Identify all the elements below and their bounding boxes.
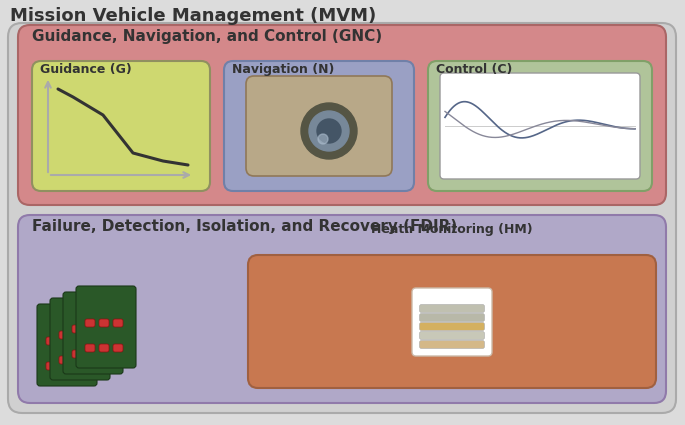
FancyBboxPatch shape (440, 73, 640, 179)
FancyBboxPatch shape (419, 304, 484, 312)
FancyBboxPatch shape (419, 332, 484, 340)
FancyBboxPatch shape (59, 331, 69, 339)
FancyBboxPatch shape (100, 325, 110, 333)
Text: Failure, Detection, Isolation, and Recovery (FDIR): Failure, Detection, Isolation, and Recov… (32, 219, 458, 234)
FancyBboxPatch shape (87, 331, 97, 339)
Text: Mission Vehicle Management (MVM): Mission Vehicle Management (MVM) (10, 7, 376, 25)
FancyBboxPatch shape (59, 356, 69, 364)
Circle shape (309, 111, 349, 151)
FancyBboxPatch shape (50, 298, 110, 380)
FancyBboxPatch shape (73, 331, 83, 339)
FancyBboxPatch shape (74, 362, 84, 370)
Text: Control (C): Control (C) (436, 63, 512, 76)
FancyBboxPatch shape (72, 325, 82, 333)
FancyBboxPatch shape (32, 61, 210, 191)
FancyBboxPatch shape (72, 350, 82, 358)
FancyBboxPatch shape (46, 362, 56, 370)
Text: Guidance (G): Guidance (G) (40, 63, 132, 76)
FancyBboxPatch shape (85, 344, 95, 352)
FancyBboxPatch shape (60, 337, 70, 345)
FancyBboxPatch shape (46, 337, 56, 345)
FancyBboxPatch shape (113, 344, 123, 352)
FancyBboxPatch shape (246, 76, 392, 176)
Circle shape (301, 103, 357, 159)
FancyBboxPatch shape (18, 215, 666, 403)
FancyBboxPatch shape (100, 350, 110, 358)
FancyBboxPatch shape (63, 292, 123, 374)
FancyBboxPatch shape (99, 344, 109, 352)
FancyBboxPatch shape (248, 255, 656, 388)
FancyBboxPatch shape (428, 61, 652, 191)
FancyBboxPatch shape (73, 356, 83, 364)
FancyBboxPatch shape (76, 286, 136, 368)
FancyBboxPatch shape (74, 337, 84, 345)
FancyBboxPatch shape (8, 23, 676, 413)
FancyBboxPatch shape (419, 340, 484, 348)
FancyBboxPatch shape (224, 61, 414, 191)
FancyBboxPatch shape (37, 304, 97, 386)
FancyBboxPatch shape (86, 325, 96, 333)
FancyBboxPatch shape (85, 319, 95, 327)
FancyBboxPatch shape (18, 25, 666, 205)
Circle shape (317, 119, 341, 143)
FancyBboxPatch shape (419, 314, 484, 321)
FancyBboxPatch shape (412, 288, 492, 356)
FancyBboxPatch shape (113, 319, 123, 327)
FancyBboxPatch shape (86, 350, 96, 358)
Text: Guidance, Navigation, and Control (GNC): Guidance, Navigation, and Control (GNC) (32, 29, 382, 44)
FancyBboxPatch shape (419, 323, 484, 331)
FancyBboxPatch shape (87, 356, 97, 364)
Circle shape (318, 134, 328, 144)
Text: Heath Monitoring (HM): Heath Monitoring (HM) (371, 223, 533, 236)
FancyBboxPatch shape (99, 319, 109, 327)
Text: Navigation (N): Navigation (N) (232, 63, 334, 76)
FancyBboxPatch shape (60, 362, 70, 370)
